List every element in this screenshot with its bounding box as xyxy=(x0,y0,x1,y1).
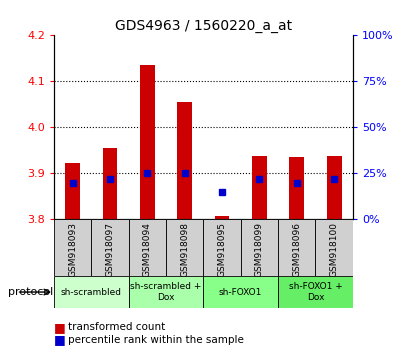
Bar xyxy=(315,219,353,276)
Bar xyxy=(129,219,166,276)
Bar xyxy=(278,276,353,308)
Text: transformed count: transformed count xyxy=(68,322,166,332)
Title: GDS4963 / 1560220_a_at: GDS4963 / 1560220_a_at xyxy=(115,19,292,33)
Text: sh-FOXO1 +
Dox: sh-FOXO1 + Dox xyxy=(288,282,342,302)
Text: protocol: protocol xyxy=(8,287,54,297)
Bar xyxy=(129,276,203,308)
Text: sh-FOXO1: sh-FOXO1 xyxy=(219,287,262,297)
Bar xyxy=(203,276,278,308)
Text: GSM918100: GSM918100 xyxy=(330,222,339,277)
Bar xyxy=(278,219,315,276)
Text: GSM918096: GSM918096 xyxy=(292,222,301,277)
Text: GSM918094: GSM918094 xyxy=(143,222,152,277)
Bar xyxy=(140,65,155,219)
Text: sh-scrambled +
Dox: sh-scrambled + Dox xyxy=(130,282,202,302)
Text: GSM918093: GSM918093 xyxy=(68,222,77,277)
Text: GSM918097: GSM918097 xyxy=(105,222,115,277)
Bar xyxy=(54,219,91,276)
Bar xyxy=(166,219,203,276)
Bar xyxy=(91,219,129,276)
Bar xyxy=(215,216,229,219)
Bar xyxy=(54,276,129,308)
Text: ■: ■ xyxy=(54,321,66,334)
Bar xyxy=(241,219,278,276)
Bar xyxy=(289,157,304,219)
Bar xyxy=(327,156,342,219)
Text: percentile rank within the sample: percentile rank within the sample xyxy=(68,335,244,345)
Bar xyxy=(252,156,267,219)
Text: sh-scrambled: sh-scrambled xyxy=(61,287,122,297)
Bar xyxy=(65,163,80,219)
Text: GSM918098: GSM918098 xyxy=(180,222,189,277)
Bar xyxy=(103,148,117,219)
Text: GSM918099: GSM918099 xyxy=(255,222,264,277)
Bar xyxy=(177,102,192,219)
Bar xyxy=(203,219,241,276)
Text: GSM918095: GSM918095 xyxy=(217,222,227,277)
Text: ■: ■ xyxy=(54,333,66,346)
